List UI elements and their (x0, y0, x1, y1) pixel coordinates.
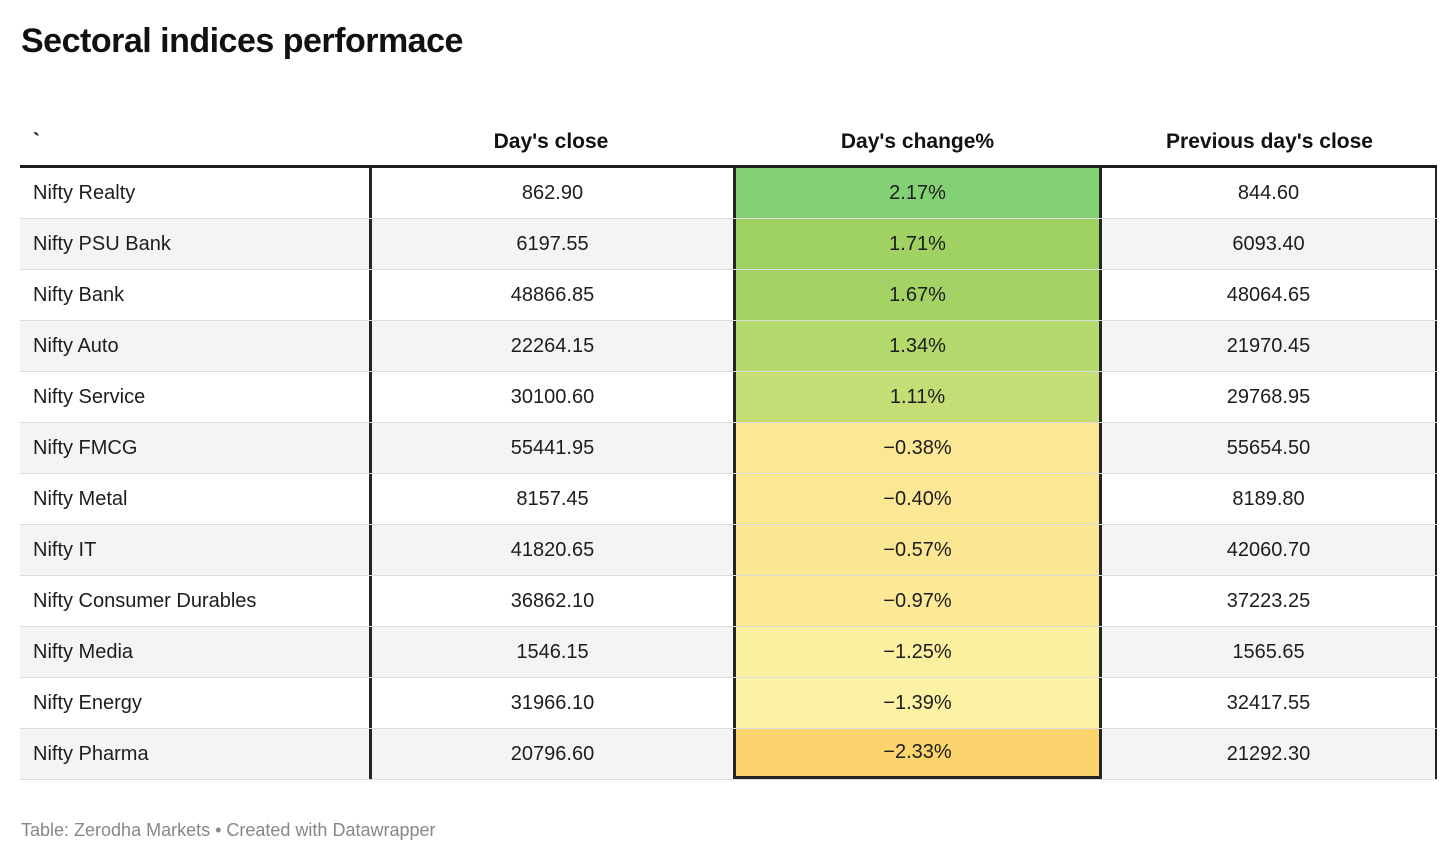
days-close-cell: 31966.10 (369, 678, 733, 728)
days-close-cell: 20796.60 (369, 729, 733, 779)
table-row: Nifty Consumer Durables 36862.10 −0.97% 372… (20, 576, 1437, 627)
days-close-cell: 1546.15 (369, 627, 733, 677)
table-footer: Table: Zerodha Markets • Created with Da… (21, 820, 436, 840)
table-row: Nifty Energy 31966.10 −1.39% 32417.55 (20, 678, 1437, 729)
index-name-cell: Nifty Energy (33, 691, 142, 714)
days-change-cell: 1.34% (733, 321, 1102, 371)
page-title: Sectoral indices performace (21, 22, 463, 60)
days-change-cell: −0.40% (733, 474, 1102, 524)
days-change-cell: −1.25% (733, 627, 1102, 677)
previous-close-cell: 8189.80 (1102, 474, 1437, 524)
table-row: Nifty IT 41820.65 −0.57% 42060.70 (20, 525, 1437, 576)
sectoral-indices-table: ` Day's close Day's change% Previous day… (20, 111, 1437, 780)
previous-close-cell: 29768.95 (1102, 372, 1437, 422)
index-name-cell: Nifty FMCG (33, 436, 138, 459)
days-change-cell: 2.17% (733, 168, 1102, 218)
days-close-cell: 55441.95 (369, 423, 733, 473)
days-change-cell: 1.71% (733, 219, 1102, 269)
days-change-cell: −0.57% (733, 525, 1102, 575)
days-change-cell: −0.97% (733, 576, 1102, 626)
column-header-previous-close: Previous day's close (1166, 130, 1373, 153)
days-change-cell: −1.39% (733, 678, 1102, 728)
index-name-cell: Nifty IT (33, 538, 97, 561)
previous-close-cell: 55654.50 (1102, 423, 1437, 473)
table-row: Nifty Bank 48866.85 1.67% 48064.65 (20, 270, 1437, 321)
column-header-index-name: ` (33, 130, 40, 153)
days-change-cell: 1.67% (733, 270, 1102, 320)
previous-close-cell: 844.60 (1102, 168, 1437, 218)
index-name-cell: Nifty Pharma (33, 742, 149, 765)
previous-close-cell: 21970.45 (1102, 321, 1437, 371)
days-change-cell: 1.11% (733, 372, 1102, 422)
index-name-cell: Nifty Metal (33, 487, 128, 510)
days-close-cell: 22264.15 (369, 321, 733, 371)
days-close-cell: 30100.60 (369, 372, 733, 422)
index-name-cell: Nifty Service (33, 385, 146, 408)
days-change-cell: −0.38% (733, 423, 1102, 473)
index-name-cell: Nifty Media (33, 640, 134, 663)
table-row: Nifty Realty 862.90 2.17% 844.60 (20, 168, 1437, 219)
previous-close-cell: 6093.40 (1102, 219, 1437, 269)
table-row: Nifty Media 1546.15 −1.25% 1565.65 (20, 627, 1437, 678)
table-header-row: ` Day's close Day's change% Previous day… (20, 111, 1437, 168)
days-close-cell: 36862.10 (369, 576, 733, 626)
days-close-cell: 6197.55 (369, 219, 733, 269)
column-header-days-change: Day's change% (840, 130, 995, 153)
days-close-cell: 8157.45 (369, 474, 733, 524)
days-close-cell: 41820.65 (369, 525, 733, 575)
index-name-cell: Nifty Bank (33, 283, 125, 306)
table-row: Nifty Service 30100.60 1.11% 29768.95 (20, 372, 1437, 423)
index-name-cell: Nifty Realty (33, 181, 136, 204)
table-row: Nifty Pharma 20796.60 −2.33% 21292.30 (20, 729, 1437, 780)
previous-close-cell: 32417.55 (1102, 678, 1437, 728)
previous-close-cell: 48064.65 (1102, 270, 1437, 320)
days-close-cell: 862.90 (369, 168, 733, 218)
table-body: Nifty Realty 862.90 2.17% 844.60 Nifty PSU B… (20, 168, 1437, 780)
column-header-days-close: Day's close (493, 130, 609, 153)
previous-close-cell: 21292.30 (1102, 729, 1437, 779)
table-row: Nifty Metal 8157.45 −0.40% 8189.80 (20, 474, 1437, 525)
index-name-cell: Nifty Consumer Durables (33, 589, 257, 612)
index-name-cell: Nifty PSU Bank (33, 232, 171, 255)
days-close-cell: 48866.85 (369, 270, 733, 320)
days-change-cell: −2.33% (733, 729, 1102, 779)
previous-close-cell: 1565.65 (1102, 627, 1437, 677)
table-row: Nifty Auto 22264.15 1.34% 21970.45 (20, 321, 1437, 372)
table-row: Nifty FMCG 55441.95 −0.38% 55654.50 (20, 423, 1437, 474)
previous-close-cell: 37223.25 (1102, 576, 1437, 626)
table-row: Nifty PSU Bank 6197.55 1.71% 6093.40 (20, 219, 1437, 270)
previous-close-cell: 42060.70 (1102, 525, 1437, 575)
index-name-cell: Nifty Auto (33, 334, 119, 357)
